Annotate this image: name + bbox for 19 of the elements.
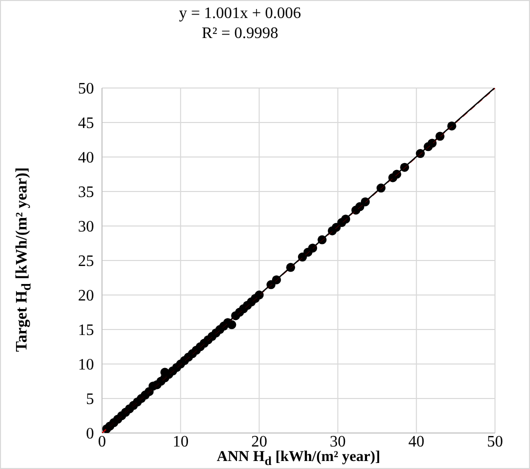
text: y = 1.001x + 0.006 — [178, 4, 302, 24]
y-tick-label: 25 — [78, 253, 94, 270]
y-tick-label: 45 — [78, 115, 94, 132]
y-tick-label: 40 — [78, 150, 94, 167]
y-tick-label: 35 — [78, 184, 94, 202]
x-tick-label: 20 — [251, 433, 268, 450]
y-tick-label: 20 — [78, 288, 94, 305]
y-tick-label: 10 — [78, 356, 94, 374]
x-axis-title: ANN H$_{d}$ [kWh/(m² year)] — [216, 449, 382, 469]
y-tick-label: 30 — [78, 218, 94, 236]
x-tick-label: 10 — [172, 433, 189, 450]
x-tick-label: 0 — [98, 433, 106, 450]
y-tick-label: 15 — [78, 322, 94, 340]
y-tick-label: 5 — [86, 391, 94, 408]
x-tick-label: 30 — [330, 433, 346, 450]
x-tick-label: 40 — [408, 433, 424, 450]
y-tick-label: 50 — [78, 80, 94, 98]
text: R² = 0.9998 — [200, 24, 280, 44]
x-tick-label: 50 — [487, 433, 503, 450]
